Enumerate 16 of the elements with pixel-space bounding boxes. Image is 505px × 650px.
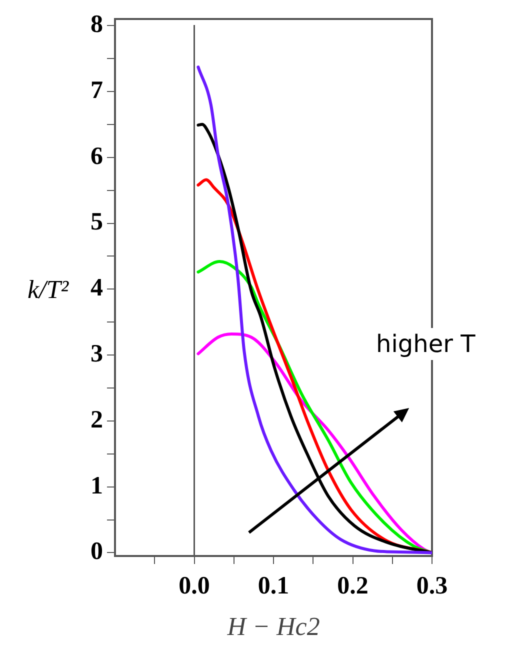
y-tick-label: 2 [90, 406, 103, 434]
x-tick-label: 0.1 [258, 572, 290, 600]
y-tick-label: 7 [90, 76, 103, 104]
y-tick-label: 0 [90, 538, 103, 566]
x-tick-label: 0.2 [337, 572, 368, 600]
y-tick-label: 3 [90, 340, 103, 368]
y-axis-title: k/T² [26, 275, 70, 305]
x-tick-label: 0.0 [178, 572, 210, 600]
y-tick-label: 5 [90, 208, 103, 236]
annotation: higher T [372, 328, 480, 360]
x-tick-label: 0.3 [416, 572, 448, 600]
y-tick-label: 4 [90, 274, 104, 302]
y-tick-label: 6 [90, 142, 103, 170]
x-axis-title: H − Hc2 [226, 612, 320, 642]
y-tick-label: 8 [90, 11, 103, 38]
y-tick-label: 1 [90, 472, 103, 500]
